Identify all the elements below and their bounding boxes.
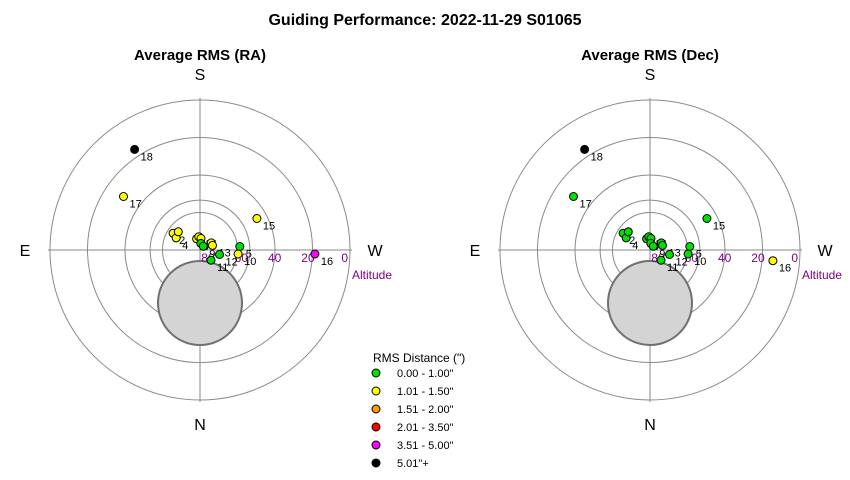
altitude-tick-label: 40: [268, 251, 282, 265]
compass-west-label: W: [817, 243, 833, 260]
legend-item-label: 1.01 - 1.50": [397, 386, 454, 398]
data-point: [683, 249, 693, 259]
legend-swatch: [371, 386, 381, 396]
data-point-label: 10: [694, 256, 706, 268]
data-point-label: 9: [659, 248, 665, 260]
legend-item-label: 1.51 - 2.00": [397, 404, 454, 416]
data-point: [665, 250, 674, 259]
data-point: [252, 214, 262, 223]
altitude-tick-label: 20: [751, 251, 765, 265]
legend-item-label: 3.51 - 5.00": [397, 440, 454, 452]
altitude-axis-label: Altitude: [352, 268, 392, 282]
data-point-label: 16: [321, 256, 333, 268]
data-point: [130, 144, 140, 154]
data-point: [235, 242, 245, 251]
legend-item-label: 2.01 - 3.50": [397, 422, 454, 434]
data-point-label: 12: [676, 257, 688, 269]
altitude-tick-label: 40: [718, 251, 732, 265]
legend-swatch: [371, 368, 381, 378]
data-point: [768, 256, 778, 266]
data-point: [119, 192, 128, 201]
data-point-label: 15: [713, 221, 725, 233]
legend-item-label: 5.01"+: [397, 458, 429, 470]
compass-south-label: S: [645, 67, 656, 84]
compass-west-label: W: [367, 243, 383, 260]
data-point: [208, 240, 217, 250]
legend: RMS Distance (") 0.00 - 1.00" 1.01 - 1.50…: [371, 351, 465, 470]
compass-north-label: N: [194, 417, 206, 434]
legend-title: RMS Distance ("): [373, 351, 465, 365]
data-point-label: 2: [629, 235, 635, 247]
data-point-label: 18: [141, 151, 153, 163]
data-point-label: 15: [263, 221, 275, 233]
data-point-label: 16: [779, 263, 791, 275]
data-point-label: 4: [182, 240, 188, 252]
legend-swatch: [371, 458, 381, 468]
legend-swatch: [371, 440, 381, 450]
figure-title: Guiding Performance: 2022-11-29 S01065: [268, 12, 581, 29]
data-point: [656, 255, 666, 265]
data-point-label: 10: [244, 256, 256, 268]
data-point-label: 17: [130, 199, 142, 211]
data-point-label: 5: [696, 249, 702, 261]
data-point-label: 5: [246, 249, 252, 261]
plot-title: Average RMS (RA): [134, 47, 266, 64]
obstruction-disc: [157, 260, 243, 346]
compass-north-label: N: [644, 417, 656, 434]
altitude-axis-label: Altitude: [802, 268, 842, 282]
data-point: [623, 227, 633, 237]
polar-plot-dec: Average RMS (Dec)SNEW806040200Altitude24…: [470, 47, 843, 434]
data-point: [233, 249, 243, 259]
data-point-label: 4: [632, 240, 638, 252]
plot-title: Average RMS (Dec): [581, 47, 719, 64]
data-point: [648, 241, 658, 251]
data-point: [702, 214, 712, 223]
data-point: [580, 144, 590, 154]
legend-swatch: [371, 404, 381, 414]
data-point-label: 9: [209, 248, 215, 260]
legend-swatch: [371, 422, 381, 432]
legend-item-label: 0.00 - 1.00": [397, 368, 454, 380]
data-point-label: 11: [217, 262, 228, 274]
obstruction-disc: [607, 260, 693, 346]
data-point: [569, 192, 578, 201]
data-point: [215, 250, 224, 259]
compass-east-label: E: [20, 243, 31, 260]
data-point-label: 18: [591, 151, 603, 163]
data-point-label: 12: [226, 257, 238, 269]
data-point-label: 17: [580, 199, 592, 211]
compass-east-label: E: [470, 243, 481, 260]
compass-south-label: S: [195, 67, 206, 84]
data-point: [173, 227, 183, 237]
data-point-label: 2: [179, 235, 185, 247]
data-point: [310, 249, 320, 259]
data-point: [658, 240, 667, 250]
polar-plot-ra: Average RMS (RA)SNEW806040200Altitude243…: [20, 47, 393, 434]
altitude-tick-label: 0: [341, 251, 348, 265]
data-point-label: 11: [667, 262, 678, 274]
data-point: [206, 255, 216, 265]
data-point: [685, 242, 695, 251]
altitude-tick-label: 0: [791, 251, 798, 265]
data-point: [198, 241, 208, 251]
